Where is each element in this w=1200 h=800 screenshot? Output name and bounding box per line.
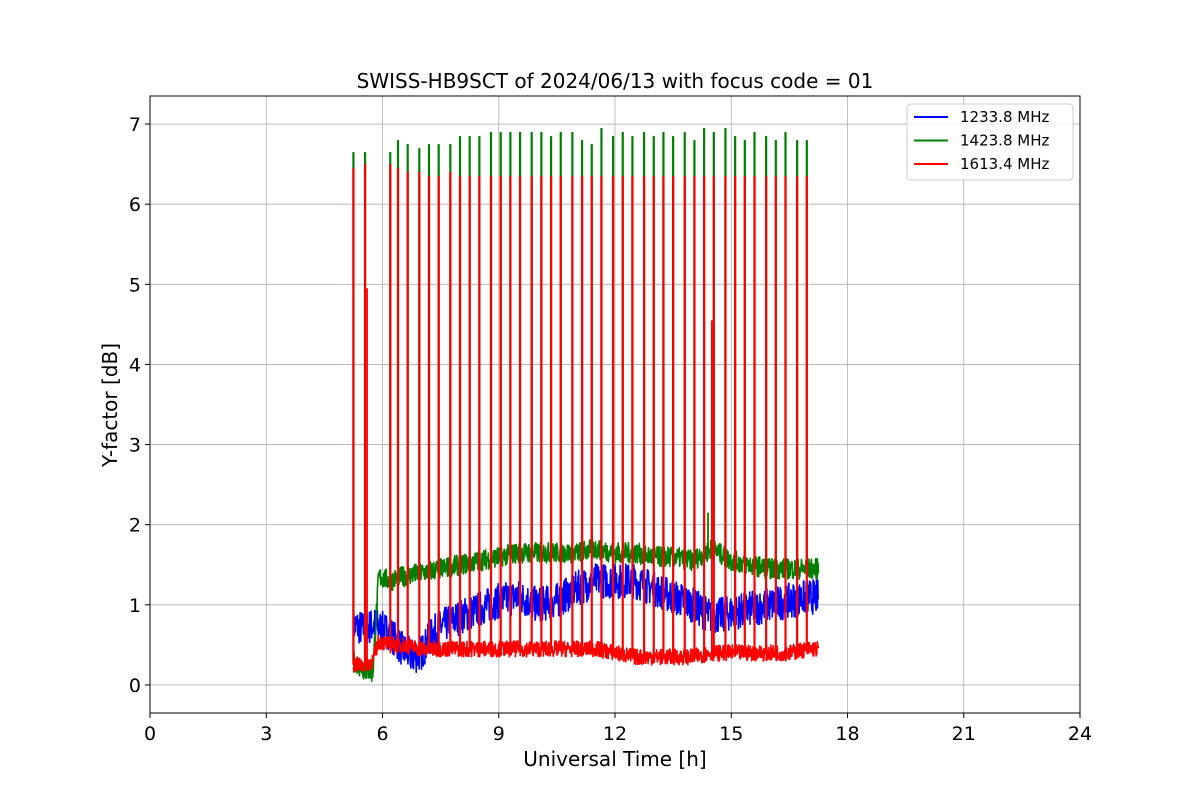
series-2-line — [352, 538, 820, 682]
x-tick-label: 6 — [376, 723, 388, 745]
y-tick-label: 6 — [129, 194, 141, 216]
chart-title: SWISS-HB9SCT of 2024/06/13 with focus co… — [357, 69, 874, 93]
legend: 1233.8 MHz 1423.8 MHz 1613.4 MHz — [906, 103, 1074, 181]
legend-label-3: 1613.4 MHz — [960, 155, 1049, 173]
y-tick-label: 4 — [129, 354, 141, 376]
y-axis-label: Y-factor [dB] — [98, 343, 122, 468]
y-tick-label: 7 — [129, 114, 141, 136]
y-tick-label: 0 — [129, 675, 141, 697]
x-tick-label: 0 — [144, 723, 156, 745]
y-tick-label: 5 — [129, 274, 141, 296]
series-1-group — [352, 563, 820, 674]
x-tick-label: 21 — [952, 723, 976, 745]
x-tick-label: 18 — [835, 723, 859, 745]
y-tick-label: 3 — [129, 435, 141, 457]
x-tick-label: 12 — [603, 723, 627, 745]
legend-label-2: 1423.8 MHz — [960, 132, 1049, 150]
legend-label-1: 1233.8 MHz — [960, 108, 1049, 126]
y-tick-label: 2 — [129, 515, 141, 537]
y-tick-label: 1 — [129, 595, 141, 617]
x-axis-label: Universal Time [h] — [523, 747, 706, 771]
series-3-group — [352, 164, 820, 673]
series-1-line — [352, 563, 820, 674]
x-tick-label: 24 — [1068, 723, 1092, 745]
x-tick-label: 9 — [493, 723, 505, 745]
series-3-line — [352, 634, 820, 673]
legend-box — [906, 103, 1074, 181]
x-tick-label: 15 — [719, 723, 743, 745]
plot-area — [352, 128, 820, 682]
x-tick-label: 3 — [260, 723, 272, 745]
plot-frame — [149, 95, 1081, 714]
